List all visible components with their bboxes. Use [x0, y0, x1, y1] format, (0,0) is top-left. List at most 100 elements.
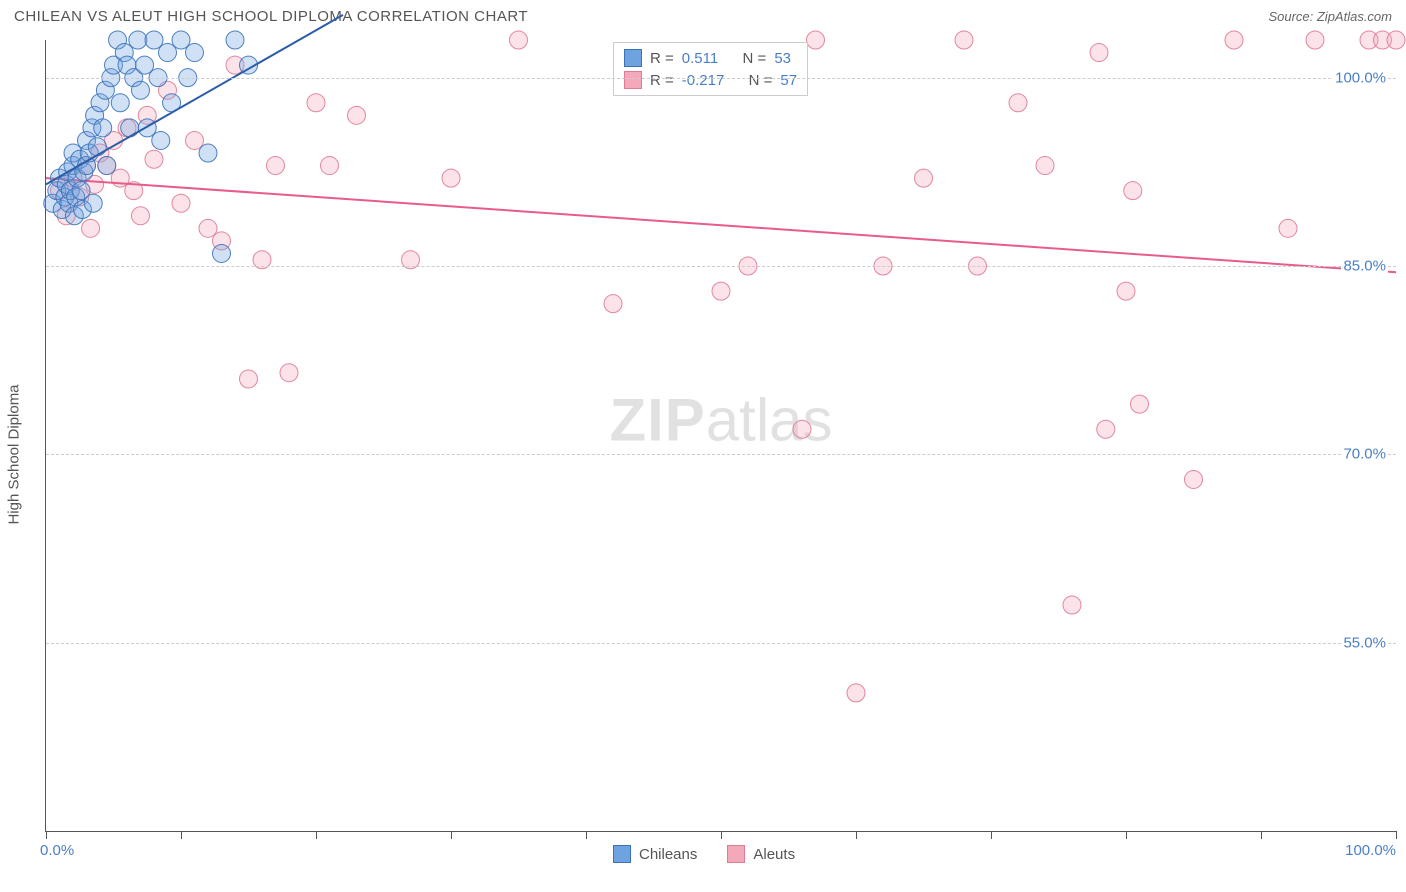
data-point: [604, 295, 622, 313]
data-point: [136, 56, 154, 74]
swatch-chileans-icon: [613, 845, 631, 863]
legend-label-aleuts: Aleuts: [753, 846, 795, 863]
data-point: [82, 219, 100, 237]
data-point: [348, 106, 366, 124]
data-point: [307, 94, 325, 112]
gridline: [46, 454, 1396, 455]
data-point: [1225, 31, 1243, 49]
data-point: [280, 364, 298, 382]
data-point: [847, 684, 865, 702]
data-point: [1185, 470, 1203, 488]
n-prefix: N =: [749, 72, 773, 89]
data-point: [807, 31, 825, 49]
r-value-chileans: 0.511: [682, 50, 718, 67]
data-point: [915, 169, 933, 187]
data-point: [94, 119, 112, 137]
y-axis-label: High School Diploma: [6, 384, 23, 524]
legend-item-chileans: Chileans: [613, 845, 697, 863]
x-tick: [991, 831, 992, 839]
data-point: [267, 157, 285, 175]
r-prefix: R =: [650, 50, 674, 67]
data-point: [240, 370, 258, 388]
data-point: [98, 157, 116, 175]
x-tick: [451, 831, 452, 839]
data-point: [172, 194, 190, 212]
data-point: [111, 94, 129, 112]
legend-row-chileans: R = 0.511 N = 53: [624, 47, 797, 69]
source-credit: Source: ZipAtlas.com: [1268, 9, 1392, 24]
n-prefix: N =: [743, 50, 767, 67]
data-point: [172, 31, 190, 49]
y-tick-label: 55.0%: [1341, 634, 1388, 651]
plot-svg: [46, 40, 1396, 831]
data-point: [132, 207, 150, 225]
data-point: [129, 31, 147, 49]
trend-line: [46, 15, 343, 185]
data-point: [199, 219, 217, 237]
data-point: [1097, 420, 1115, 438]
x-axis-min-label: 0.0%: [40, 842, 74, 859]
trend-line: [46, 178, 1396, 272]
n-value-aleuts: 57: [780, 72, 797, 89]
data-point: [226, 31, 244, 49]
data-point: [1090, 44, 1108, 62]
data-point: [152, 131, 170, 149]
y-tick-label: 70.0%: [1341, 446, 1388, 463]
n-value-chileans: 53: [774, 50, 791, 67]
source-name: ZipAtlas.com: [1317, 9, 1392, 24]
correlation-legend: R = 0.511 N = 53 R = -0.217 N = 57: [613, 42, 808, 96]
swatch-aleuts-icon: [727, 845, 745, 863]
data-point: [1131, 395, 1149, 413]
x-tick: [1396, 831, 1397, 839]
data-point: [159, 44, 177, 62]
data-point: [442, 169, 460, 187]
y-tick-label: 100.0%: [1333, 69, 1388, 86]
source-prefix: Source:: [1268, 9, 1316, 24]
series-legend: Chileans Aleuts: [613, 845, 795, 863]
data-point: [712, 282, 730, 300]
legend-row-aleuts: R = -0.217 N = 57: [624, 69, 797, 91]
data-point: [1117, 282, 1135, 300]
gridline: [46, 643, 1396, 644]
data-point: [138, 119, 156, 137]
chart-header: CHILEAN VS ALEUT HIGH SCHOOL DIPLOMA COR…: [0, 0, 1406, 29]
data-point: [1387, 31, 1405, 49]
y-tick-label: 85.0%: [1341, 258, 1388, 275]
data-point: [1306, 31, 1324, 49]
data-point: [121, 119, 139, 137]
legend-label-chileans: Chileans: [639, 846, 697, 863]
data-point: [1009, 94, 1027, 112]
data-point: [1036, 157, 1054, 175]
data-point: [145, 150, 163, 168]
data-point: [132, 81, 150, 99]
x-axis-max-label: 100.0%: [1345, 842, 1396, 859]
swatch-chileans-icon: [624, 49, 642, 67]
x-tick: [1126, 831, 1127, 839]
data-point: [1279, 219, 1297, 237]
data-point: [1124, 182, 1142, 200]
data-point: [186, 44, 204, 62]
x-tick: [316, 831, 317, 839]
data-point: [510, 31, 528, 49]
x-tick: [181, 831, 182, 839]
x-tick: [856, 831, 857, 839]
gridline: [46, 78, 1396, 79]
data-point: [213, 244, 231, 262]
r-prefix: R =: [650, 72, 674, 89]
data-point: [186, 131, 204, 149]
data-point: [955, 31, 973, 49]
x-tick: [46, 831, 47, 839]
x-tick: [586, 831, 587, 839]
data-point: [84, 194, 102, 212]
gridline: [46, 266, 1396, 267]
data-point: [321, 157, 339, 175]
data-point: [145, 31, 163, 49]
data-point: [1063, 596, 1081, 614]
r-value-aleuts: -0.217: [682, 72, 725, 89]
swatch-aleuts-icon: [624, 71, 642, 89]
x-tick: [721, 831, 722, 839]
data-point: [199, 144, 217, 162]
data-point: [793, 420, 811, 438]
scatter-chart: ZIPatlas R = 0.511 N = 53 R = -0.217 N =…: [45, 40, 1396, 832]
chart-title: CHILEAN VS ALEUT HIGH SCHOOL DIPLOMA COR…: [14, 8, 528, 25]
